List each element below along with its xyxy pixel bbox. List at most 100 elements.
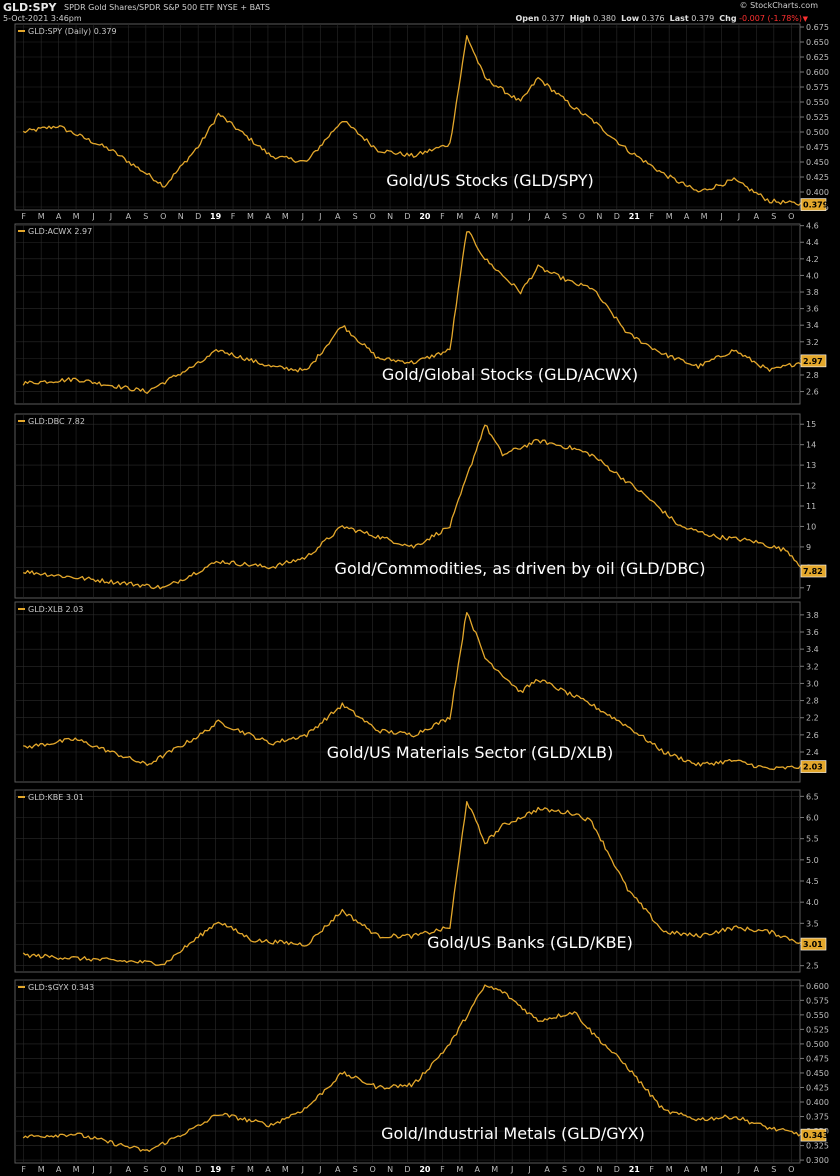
y-tick-label: 0.300 — [806, 1156, 829, 1165]
chart-panel-6: 0.600 0.575 0.550 0.525 0.500 0.475 0.450 0.425… — [14, 979, 829, 1174]
x-tick-label: M — [456, 212, 463, 221]
y-tick-label: 7 — [806, 584, 811, 593]
y-tick-label: 0.500 — [806, 1040, 829, 1049]
x-tick-label: A — [335, 212, 341, 221]
y-tick-label: 2.5 — [806, 962, 819, 971]
ohlc-readout: Open 0.377 High 0.380 Low 0.376 Last 0.3… — [515, 14, 803, 23]
x-tick-label: A — [684, 1165, 690, 1174]
x-tick-label: J — [527, 1165, 530, 1174]
x-tick-label: O — [788, 212, 794, 221]
y-tick-label: 2.6 — [806, 731, 819, 740]
x-tick-label: J — [301, 212, 304, 221]
last-value-badge — [800, 354, 827, 368]
y-tick-label: 2.2 — [806, 714, 819, 723]
x-tick-label: M — [701, 212, 708, 221]
last-value-label: 7.82 — [803, 567, 823, 576]
chart-header: GLD:SPY SPDR Gold Shares/SPDR S&P 500 ET… — [0, 0, 840, 24]
y-tick-label: 0.475 — [806, 1054, 829, 1063]
x-tick-label: O — [788, 1165, 794, 1174]
x-tick-label: J — [109, 1165, 112, 1174]
last-value-label: 2.03 — [803, 763, 823, 772]
x-tick-label: O — [160, 1165, 166, 1174]
y-tick-label: 3.5 — [806, 919, 819, 928]
x-tick-label: S — [353, 212, 358, 221]
y-tick-label: 5.0 — [806, 856, 819, 865]
y-tick-label: 12 — [806, 482, 816, 491]
series-line — [22, 424, 806, 590]
x-tick-label: J — [510, 1165, 513, 1174]
y-tick-label: 4.0 — [806, 271, 819, 280]
x-tick-label: M — [282, 1165, 289, 1174]
chart-caption: Gold/Industrial Metals (GLD/GYX) — [381, 1124, 645, 1143]
x-tick-label: J — [109, 212, 112, 221]
x-tick-label: F — [21, 212, 26, 221]
y-tick-label: 4.4 — [806, 238, 819, 247]
y-tick-label: 0.500 — [806, 128, 829, 137]
x-tick-label: J — [301, 1165, 304, 1174]
x-tick-label: M — [73, 1165, 80, 1174]
x-tick-label: A — [56, 212, 62, 221]
y-tick-label: 2.8 — [806, 697, 819, 706]
series-line — [22, 800, 806, 966]
y-tick-label: 0.550 — [806, 1011, 829, 1020]
y-tick-label: 5.5 — [806, 835, 819, 844]
last-value-label: 2.97 — [803, 357, 823, 366]
series-line — [22, 984, 806, 1152]
chart-caption: Gold/US Stocks (GLD/SPY) — [386, 171, 594, 190]
x-tick-label: S — [562, 1165, 567, 1174]
y-tick-label: 14 — [806, 441, 816, 450]
down-arrow-icon: ▼ — [802, 15, 808, 23]
chart-panel-4: 3.8 3.6 3.4 3.2 3.0 2.8 2.6 2.4 2.2 GLD:XLB 2.03 G… — [14, 601, 827, 783]
y-tick-label: 9 — [806, 543, 811, 552]
x-tick-label: F — [21, 1165, 26, 1174]
x-tick-label: F — [231, 1165, 236, 1174]
y-tick-label: 0.575 — [806, 996, 829, 1005]
x-tick-label: 21 — [629, 1165, 641, 1174]
last-value-label: 0.379 — [803, 201, 829, 210]
x-tick-label: A — [475, 1165, 481, 1174]
y-tick-label: 4.2 — [806, 255, 819, 264]
last-value-badge — [800, 198, 827, 211]
chart-panel-2: 4.64.44.24.03.83.63.43.23.02.82.6GLD:ACW… — [14, 222, 827, 405]
chart-caption: Gold/Commodities, as driven by oil (GLD/… — [335, 559, 706, 578]
x-tick-label: J — [719, 212, 722, 221]
y-tick-label: 3.6 — [806, 305, 819, 314]
y-tick-label: 15 — [806, 420, 816, 429]
x-tick-label: 20 — [419, 1165, 431, 1174]
x-tick-label: M — [701, 1165, 708, 1174]
y-tick-label: 0.600 — [806, 982, 829, 991]
x-tick-label: J — [737, 212, 740, 221]
y-tick-label: 6.5 — [806, 792, 819, 801]
y-tick-label: 3.2 — [806, 662, 819, 671]
brand-label: © StockCharts.com — [739, 1, 818, 10]
y-tick-label: 2.4 — [806, 748, 819, 757]
y-tick-label: 0.325 — [806, 1142, 829, 1151]
x-tick-label: N — [596, 1165, 602, 1174]
series-line — [22, 35, 806, 208]
x-tick-label: F — [649, 1165, 654, 1174]
x-tick-label: J — [318, 1165, 321, 1174]
x-tick-label: M — [247, 1165, 254, 1174]
y-tick-label: 3.8 — [806, 611, 819, 620]
last-value-badge — [800, 937, 827, 951]
y-tick-label: 0.475 — [806, 143, 829, 152]
y-tick-label: 4.5 — [806, 877, 819, 886]
y-tick-label: 0.600 — [806, 68, 829, 77]
x-tick-label: M — [491, 212, 498, 221]
series-line — [23, 611, 806, 771]
y-tick-label: 0.625 — [806, 53, 829, 62]
x-tick-label: J — [318, 212, 321, 221]
legend-label: GLD:KBE 3.01 — [28, 793, 84, 802]
x-tick-label: D — [614, 212, 620, 221]
legend-label: GLD:SPY (Daily) 0.379 — [28, 27, 117, 36]
chart-caption: Gold/US Materials Sector (GLD/XLB) — [327, 743, 613, 762]
x-tick-label: A — [754, 1165, 760, 1174]
x-tick-label: D — [195, 1165, 201, 1174]
y-tick-label: 0.375 — [806, 1113, 829, 1122]
chart-date: 5-Oct-2021 3:46pm — [3, 14, 82, 23]
x-tick-label: A — [544, 1165, 550, 1174]
y-tick-label: 6.0 — [806, 814, 819, 823]
x-tick-label: 21 — [629, 212, 641, 221]
x-tick-label: D — [404, 1165, 410, 1174]
